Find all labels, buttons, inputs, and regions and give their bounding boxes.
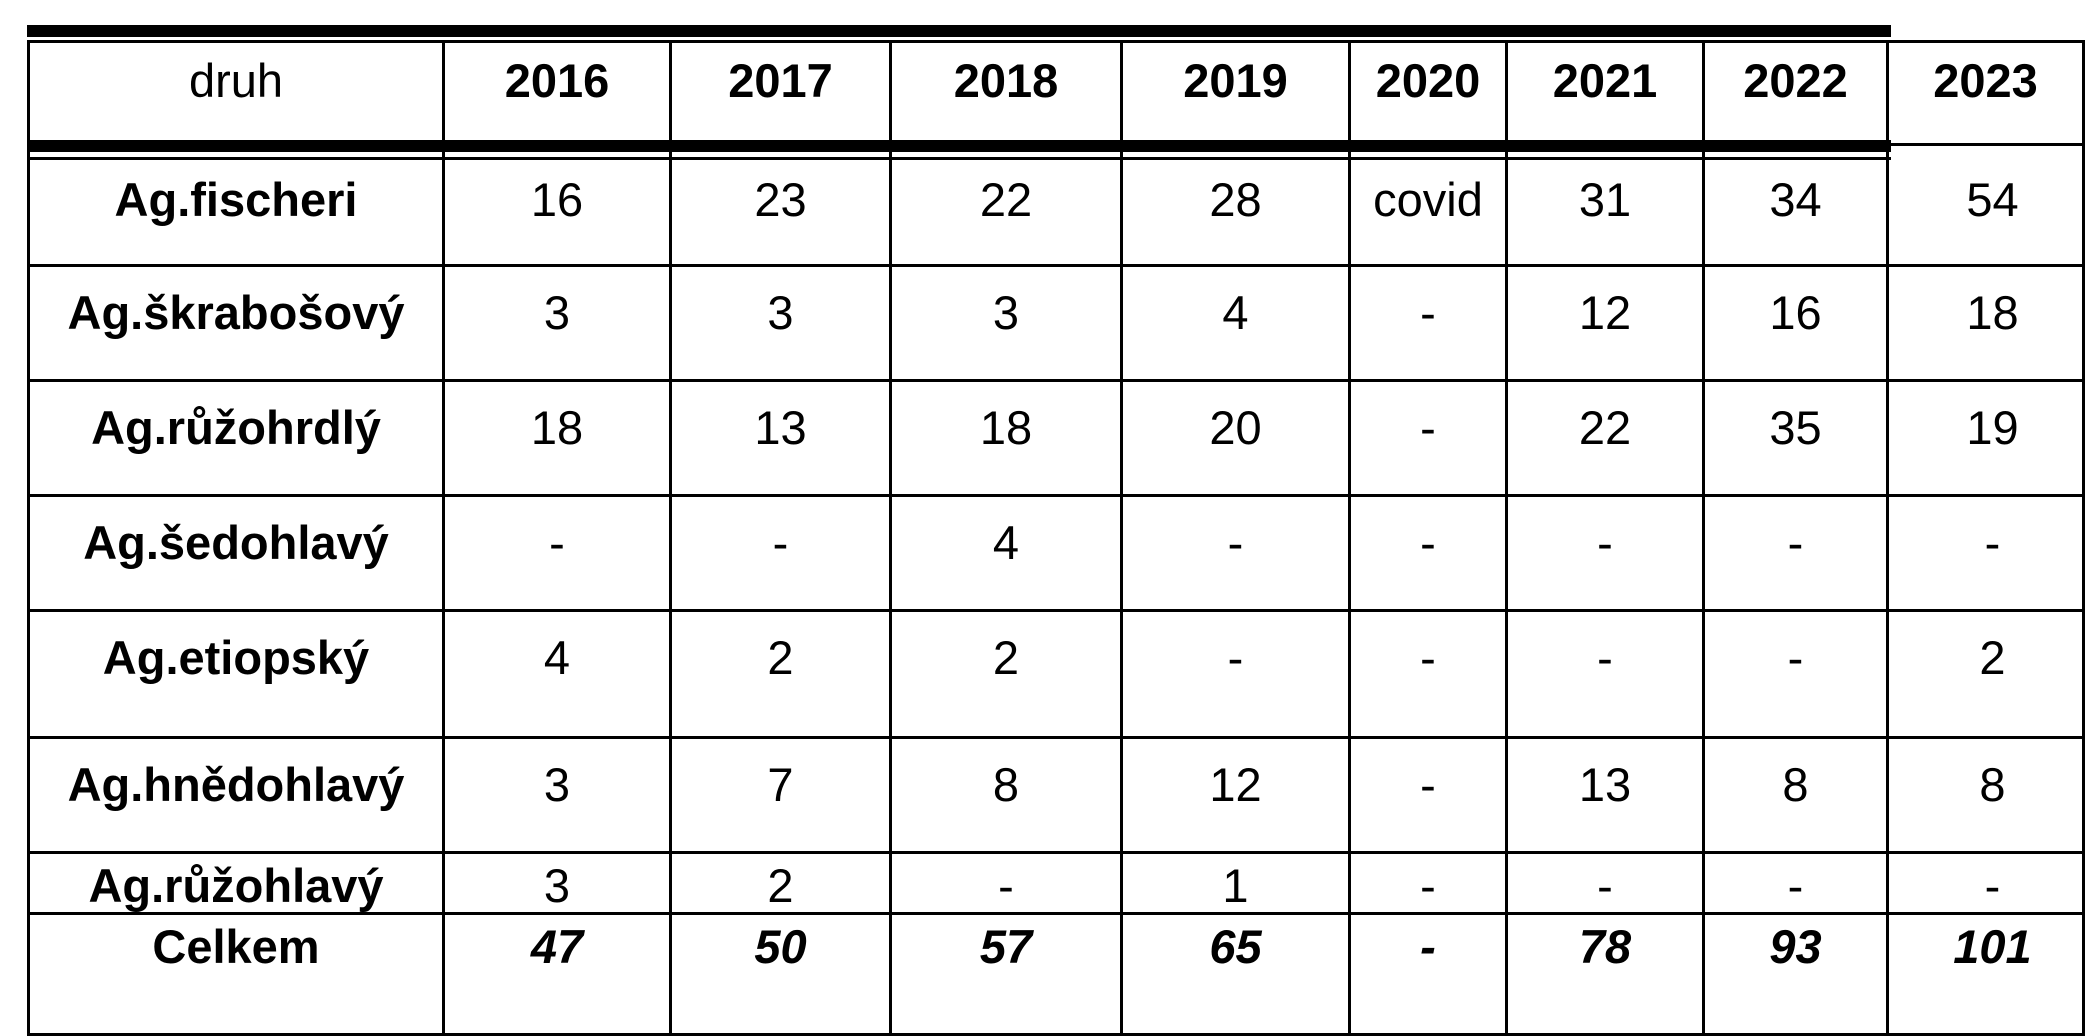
header-double-rule-thin — [27, 157, 1891, 160]
count-cell: - — [1120, 609, 1351, 739]
species-name: Ag.růžohrdlý — [27, 379, 445, 497]
count-cell: 4 — [889, 494, 1123, 612]
total-cell: 93 — [1702, 912, 1889, 1036]
year-header: 2023 — [1886, 40, 2085, 146]
count-cell: 28 — [1120, 143, 1351, 267]
count-cell: 4 — [442, 609, 672, 739]
count-cell: 2 — [669, 609, 892, 739]
year-header: 2019 — [1120, 40, 1351, 146]
total-cell: 65 — [1120, 912, 1351, 1036]
count-cell: 3 — [442, 736, 672, 854]
count-cell: 20 — [1120, 379, 1351, 497]
count-cell: 13 — [669, 379, 892, 497]
count-cell: 1 — [1120, 851, 1351, 915]
total-row: Celkem 47 50 57 65 - 78 93 101 — [27, 912, 2085, 1036]
count-cell: - — [442, 494, 672, 612]
count-cell: 7 — [669, 736, 892, 854]
year-header: 2022 — [1702, 40, 1889, 146]
count-cell: - — [1348, 264, 1508, 382]
count-cell: 3 — [889, 264, 1123, 382]
count-cell: - — [1702, 609, 1889, 739]
species-name: Ag.fischeri — [27, 143, 445, 267]
header-top-rule — [27, 25, 1891, 37]
count-cell: 18 — [1886, 264, 2085, 382]
count-cell: 3 — [442, 264, 672, 382]
year-header: 2018 — [889, 40, 1123, 146]
count-cell: - — [1348, 851, 1508, 915]
species-name: Ag.škrabošový — [27, 264, 445, 382]
count-cell: 19 — [1886, 379, 2085, 497]
count-cell: - — [1505, 494, 1705, 612]
table-row: Ag.škrabošový 3 3 3 4 - 12 16 18 — [27, 264, 2085, 382]
species-name: Ag.šedohlavý — [27, 494, 445, 612]
count-cell: - — [1348, 736, 1508, 854]
table-row: Ag.hnědohlavý 3 7 8 12 - 13 8 8 — [27, 736, 2085, 854]
count-cell: - — [1702, 494, 1889, 612]
count-cell: 8 — [1702, 736, 1889, 854]
count-cell: 2 — [1886, 609, 2085, 739]
count-cell: 22 — [889, 143, 1123, 267]
count-cell: 18 — [442, 379, 672, 497]
count-cell: 3 — [442, 851, 672, 915]
count-cell: 23 — [669, 143, 892, 267]
count-cell: 2 — [889, 609, 1123, 739]
count-cell: 8 — [1886, 736, 2085, 854]
species-name: Ag.hnědohlavý — [27, 736, 445, 854]
year-header: 2020 — [1348, 40, 1508, 146]
count-cell: 3 — [669, 264, 892, 382]
table-row: Ag.růžohrdlý 18 13 18 20 - 22 35 19 — [27, 379, 2085, 497]
count-cell: - — [1702, 851, 1889, 915]
species-name: Ag.růžohlavý — [27, 851, 445, 915]
total-cell: 57 — [889, 912, 1123, 1036]
total-cell: 50 — [669, 912, 892, 1036]
count-cell: 13 — [1505, 736, 1705, 854]
species-table: druh 2016 2017 2018 2019 2020 2021 2022 … — [27, 40, 2085, 1036]
count-cell: 2 — [669, 851, 892, 915]
count-cell: 12 — [1505, 264, 1705, 382]
count-cell: - — [1120, 494, 1351, 612]
species-column-header: druh — [27, 40, 445, 146]
count-cell: - — [1886, 494, 2085, 612]
table-row: Ag.šedohlavý - - 4 - - - - - — [27, 494, 2085, 612]
count-cell: - — [1505, 851, 1705, 915]
count-cell: 8 — [889, 736, 1123, 854]
table-row: Ag.fischeri 16 23 22 28 covid 31 34 54 — [27, 143, 2085, 267]
count-cell: covid — [1348, 143, 1508, 267]
count-cell: 31 — [1505, 143, 1705, 267]
count-cell: 16 — [1702, 264, 1889, 382]
count-cell: 12 — [1120, 736, 1351, 854]
table-row: Ag.růžohlavý 3 2 - 1 - - - - — [27, 851, 2085, 915]
count-cell: - — [669, 494, 892, 612]
header-double-rule-thick — [27, 140, 1891, 152]
year-header: 2016 — [442, 40, 672, 146]
count-cell: 22 — [1505, 379, 1705, 497]
year-header: 2021 — [1505, 40, 1705, 146]
count-cell: 34 — [1702, 143, 1889, 267]
count-cell: 16 — [442, 143, 672, 267]
count-cell: 54 — [1886, 143, 2085, 267]
count-cell: - — [1886, 851, 2085, 915]
year-header: 2017 — [669, 40, 892, 146]
count-cell: - — [1348, 379, 1508, 497]
total-label: Celkem — [27, 912, 445, 1036]
count-cell: - — [1348, 609, 1508, 739]
header-row: druh 2016 2017 2018 2019 2020 2021 2022 … — [27, 40, 2085, 146]
total-cell: 101 — [1886, 912, 2085, 1036]
count-cell: - — [1348, 494, 1508, 612]
count-cell: - — [1505, 609, 1705, 739]
count-cell: 35 — [1702, 379, 1889, 497]
species-name: Ag.etiopský — [27, 609, 445, 739]
count-cell: 4 — [1120, 264, 1351, 382]
count-cell: 18 — [889, 379, 1123, 497]
count-cell: - — [889, 851, 1123, 915]
table-row: Ag.etiopský 4 2 2 - - - - 2 — [27, 609, 2085, 739]
total-cell: 78 — [1505, 912, 1705, 1036]
total-cell: - — [1348, 912, 1508, 1036]
total-cell: 47 — [442, 912, 672, 1036]
